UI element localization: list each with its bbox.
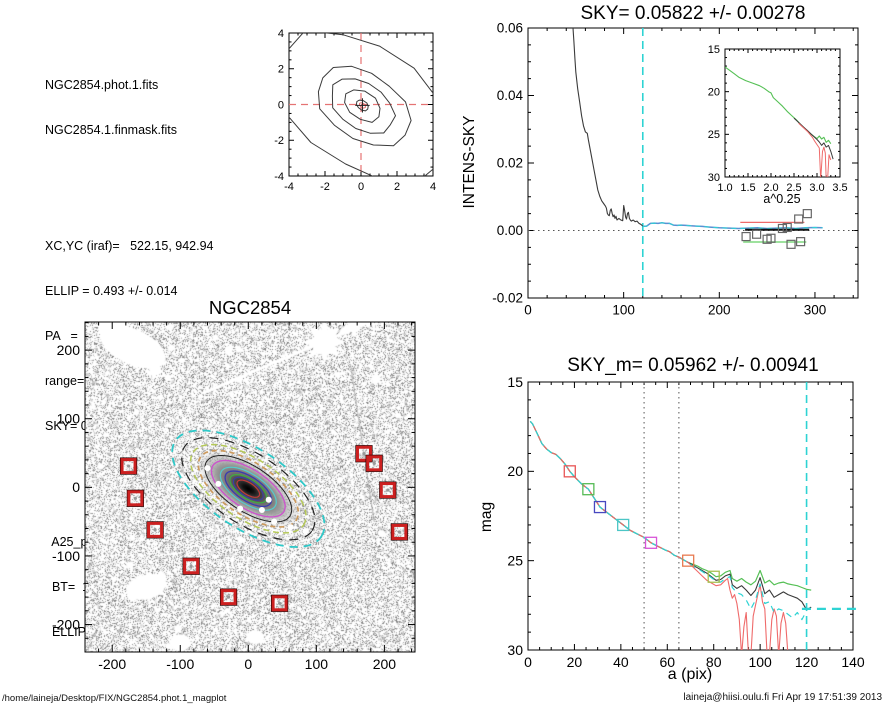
info-line: XC,YC (iraf)= 522.15, 942.94 (45, 239, 214, 253)
output-file-path: /home/laineja/Desktop/FIX/NGC2854.phot.1… (2, 693, 227, 704)
svg-text:140: 140 (841, 654, 865, 670)
svg-text:1.0: 1.0 (717, 182, 732, 194)
svg-text:200: 200 (57, 342, 81, 358)
svg-text:0.02: 0.02 (497, 156, 523, 171)
svg-text:30: 30 (708, 172, 720, 184)
svg-text:0: 0 (524, 654, 532, 670)
inset-xlabel: a^0.25 (763, 192, 801, 206)
svg-text:2.5: 2.5 (786, 182, 801, 194)
svg-text:0.00: 0.00 (497, 223, 523, 238)
svg-text:0: 0 (244, 656, 252, 672)
svg-text:300: 300 (804, 303, 827, 318)
mag-xlabel: a (pix) (667, 666, 713, 683)
svg-text:2: 2 (278, 64, 284, 76)
svg-text:25: 25 (507, 553, 523, 569)
mag-plot-title: SKY_m= 0.05962 +/- 0.00941 (567, 355, 819, 376)
svg-text:30: 30 (507, 642, 523, 658)
svg-text:20: 20 (567, 654, 583, 670)
svg-text:100: 100 (612, 303, 635, 318)
svg-text:4: 4 (278, 28, 284, 40)
svg-text:0: 0 (278, 99, 284, 111)
svg-text:15: 15 (507, 374, 523, 390)
svg-text:-100: -100 (166, 656, 194, 672)
fits-file-names: NGC2854.phot.1.fits NGC2854.1.finmask.fi… (45, 48, 221, 168)
svg-text:-0.02: -0.02 (492, 291, 523, 306)
svg-text:20: 20 (507, 463, 523, 479)
intens-sky-title: SKY= 0.05822 +/- 0.00278 (580, 3, 806, 24)
svg-text:4: 4 (430, 181, 436, 193)
svg-text:-200: -200 (98, 656, 126, 672)
svg-text:15: 15 (708, 44, 720, 56)
info-line: ELLIP = 0.493 +/- 0.014 (45, 284, 178, 298)
svg-text:-2: -2 (274, 135, 284, 147)
svg-text:100: 100 (305, 656, 329, 672)
svg-text:0: 0 (358, 181, 364, 193)
svg-text:20: 20 (708, 87, 720, 99)
svg-text:-4: -4 (274, 171, 284, 183)
svg-text:0: 0 (72, 479, 80, 495)
galaxy-image (85, 322, 415, 652)
svg-text:0.06: 0.06 (497, 21, 523, 36)
svg-text:40: 40 (613, 654, 629, 670)
svg-text:-4: -4 (284, 181, 294, 193)
svg-text:100: 100 (748, 654, 772, 670)
svg-text:120: 120 (795, 654, 819, 670)
svg-text:-100: -100 (52, 548, 80, 564)
svg-text:-200: -200 (52, 616, 80, 632)
user-host-timestamp: laineja@hiisi.oulu.fi Fri Apr 19 17:51:3… (683, 692, 882, 703)
svg-text:80: 80 (706, 654, 722, 670)
info-line: NGC2854.phot.1.fits (45, 78, 159, 92)
svg-text:3.5: 3.5 (832, 182, 847, 194)
svg-text:3.0: 3.0 (809, 182, 824, 194)
galaxy-image-title: NGC2854 (208, 297, 292, 318)
info-line: NGC2854.1.finmask.fits (45, 123, 177, 137)
svg-text:100: 100 (57, 411, 81, 427)
svg-text:-2: -2 (320, 181, 330, 193)
svg-text:2.0: 2.0 (763, 182, 778, 194)
svg-text:60: 60 (659, 654, 675, 670)
svg-text:2: 2 (394, 181, 400, 193)
svg-text:200: 200 (373, 656, 397, 672)
svg-text:0: 0 (524, 303, 532, 318)
svg-text:200: 200 (708, 303, 731, 318)
svg-text:1.5: 1.5 (740, 182, 755, 194)
svg-text:0.04: 0.04 (497, 88, 524, 103)
svg-text:25: 25 (708, 129, 720, 141)
